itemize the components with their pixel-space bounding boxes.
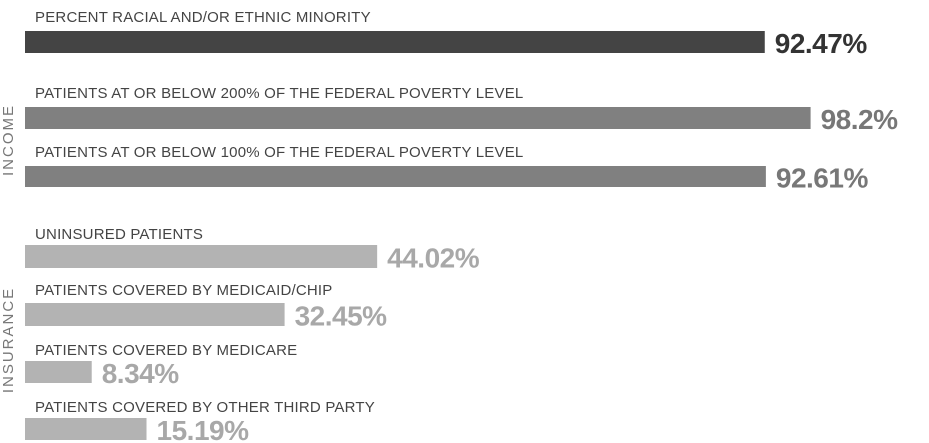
bar-label: PATIENTS COVERED BY MEDICARE bbox=[35, 342, 297, 359]
bar-label: PATIENTS COVERED BY MEDICAID/CHIP bbox=[35, 282, 332, 299]
bar-label: PATIENTS COVERED BY OTHER THIRD PARTY bbox=[35, 399, 375, 416]
value-label: 32.45% bbox=[295, 301, 388, 332]
group-label: INSURANCE bbox=[0, 287, 17, 393]
bar bbox=[25, 245, 378, 268]
group-label: INCOME bbox=[0, 104, 17, 176]
bar-label: PATIENTS AT OR BELOW 100% OF THE FEDERAL… bbox=[35, 144, 523, 161]
bar-label: PATIENTS AT OR BELOW 200% OF THE FEDERAL… bbox=[35, 85, 523, 102]
bar-label: PERCENT RACIAL AND/OR ETHNIC MINORITY bbox=[35, 9, 371, 26]
value-label: 92.61% bbox=[776, 163, 869, 194]
bar bbox=[25, 107, 811, 129]
value-label: 92.47% bbox=[775, 28, 868, 59]
value-label: 15.19% bbox=[157, 415, 250, 443]
value-label: 98.2% bbox=[821, 104, 898, 135]
bar bbox=[25, 31, 765, 53]
value-label: 8.34% bbox=[102, 358, 179, 389]
bar bbox=[25, 418, 147, 440]
bar bbox=[25, 361, 92, 383]
value-label: 44.02% bbox=[387, 243, 480, 274]
bar bbox=[25, 166, 766, 187]
bar bbox=[25, 303, 285, 326]
bar-label: UNINSURED PATIENTS bbox=[35, 226, 203, 243]
